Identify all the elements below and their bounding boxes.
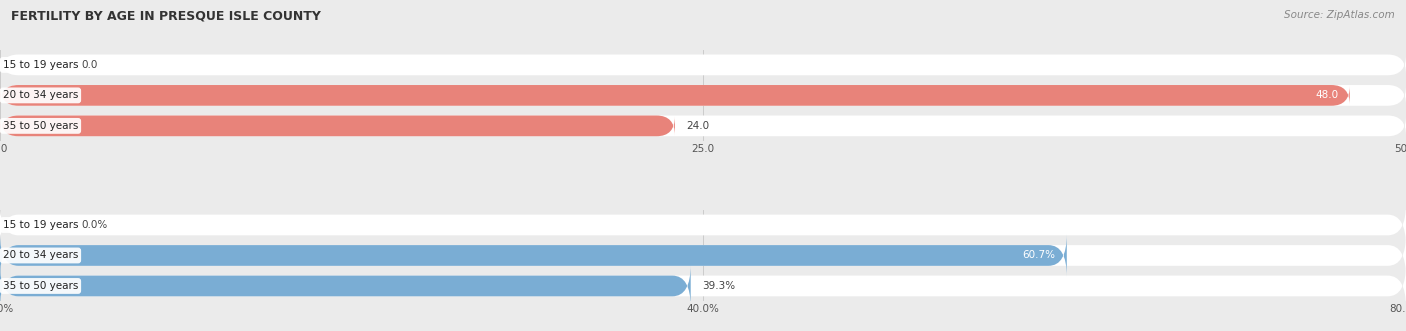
Text: FERTILITY BY AGE IN PRESQUE ISLE COUNTY: FERTILITY BY AGE IN PRESQUE ISLE COUNTY bbox=[11, 10, 321, 23]
FancyBboxPatch shape bbox=[0, 55, 1406, 75]
Text: 20 to 34 years: 20 to 34 years bbox=[3, 90, 79, 100]
FancyBboxPatch shape bbox=[0, 234, 1406, 277]
FancyBboxPatch shape bbox=[0, 204, 1406, 246]
FancyBboxPatch shape bbox=[0, 264, 690, 307]
Text: 15 to 19 years: 15 to 19 years bbox=[3, 60, 79, 70]
Text: 20 to 34 years: 20 to 34 years bbox=[3, 251, 79, 260]
Text: 15 to 19 years: 15 to 19 years bbox=[3, 220, 79, 230]
Text: 35 to 50 years: 35 to 50 years bbox=[3, 121, 79, 131]
Text: 24.0: 24.0 bbox=[686, 121, 709, 131]
Text: 48.0: 48.0 bbox=[1316, 90, 1339, 100]
FancyBboxPatch shape bbox=[0, 234, 1067, 277]
Text: 60.7%: 60.7% bbox=[1022, 251, 1056, 260]
Text: 35 to 50 years: 35 to 50 years bbox=[3, 281, 79, 291]
FancyBboxPatch shape bbox=[0, 85, 1350, 106]
Text: 0.0%: 0.0% bbox=[82, 220, 108, 230]
FancyBboxPatch shape bbox=[0, 116, 1406, 136]
FancyBboxPatch shape bbox=[0, 116, 675, 136]
Text: Source: ZipAtlas.com: Source: ZipAtlas.com bbox=[1284, 10, 1395, 20]
FancyBboxPatch shape bbox=[0, 85, 1406, 106]
Text: 39.3%: 39.3% bbox=[702, 281, 735, 291]
FancyBboxPatch shape bbox=[0, 264, 1406, 307]
Text: 0.0: 0.0 bbox=[82, 60, 98, 70]
